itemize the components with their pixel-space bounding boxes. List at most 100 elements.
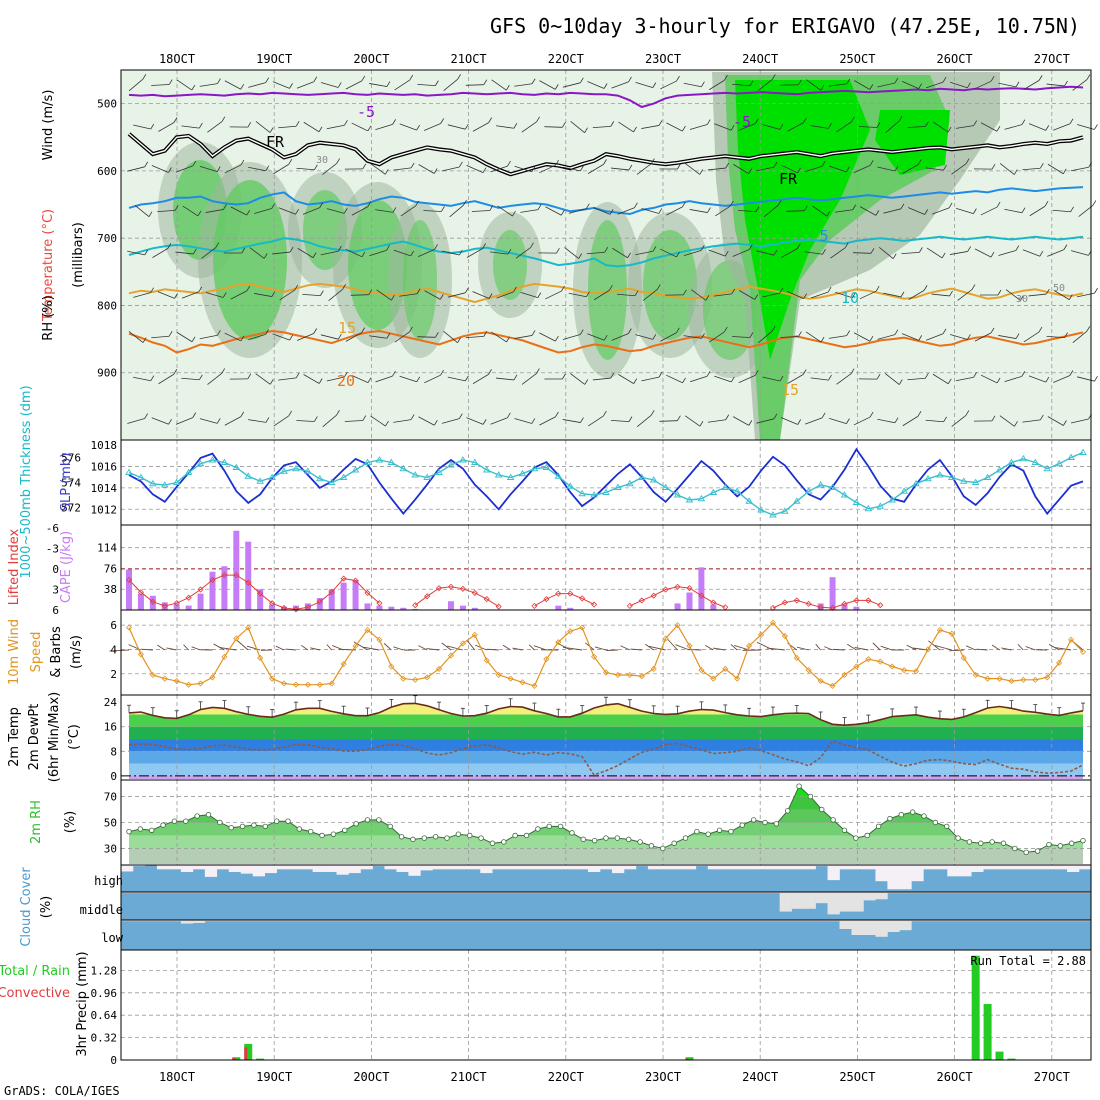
wind-barb [762,124,780,130]
wind-barb [418,164,435,174]
wind-barb-feather [415,200,420,207]
wind-barb [158,122,175,132]
thickness-point [697,494,706,502]
thickness-point [1079,448,1087,455]
wind-barb [1053,123,1071,131]
wind-barb-feather [603,159,607,165]
wind-barb-feather [628,416,633,422]
rh-point [671,840,677,846]
wind10m-barb [441,642,452,651]
wind-barb-feather [148,211,153,217]
wind-barb [491,79,507,91]
wind-speed-point [936,626,943,634]
rh-point [773,821,780,827]
wind-barb [835,291,853,299]
wind-speed-point [197,680,204,687]
thickness-point [387,458,396,465]
wind-barb-feather [488,293,493,299]
wind-barb [539,80,556,90]
lifted-index-line [772,599,881,609]
wind-speed-point [447,652,455,659]
cloud-cell [276,865,289,870]
wind-barb [1005,289,1021,301]
rh-green-region [213,180,287,340]
cloud-cell [923,920,936,922]
cloud-cell [1067,920,1080,922]
wind-barb-feather [344,371,348,378]
precip-convective-bar [244,1047,248,1060]
cloud-cell [552,892,565,894]
cloud-cell [935,920,948,922]
wind-barb-feather [246,209,251,216]
wind-barb-feather [652,82,657,88]
wind-barb-feather [634,290,639,296]
wind-tick: 4 [110,643,117,656]
contour-label: FR [779,170,798,188]
cloud-cell [228,920,242,922]
wind-barb-feather [441,206,445,212]
wind-barb [544,126,563,128]
thickness-point [292,464,300,472]
wind-speed-point [805,667,812,674]
wind-barb-feather [898,379,903,385]
cloud-cell [923,865,936,870]
thickness-point [614,483,622,490]
wind-barb-feather [967,246,972,252]
wind-barb-feather [265,417,270,423]
precip-total-bar [995,1051,1004,1060]
rh-tick: 70 [104,791,117,804]
wind-barb-feather [705,295,710,301]
cloud-cell [564,892,577,894]
rh-point [262,823,268,830]
wind-speed-point [233,635,240,642]
wind-barb-feather [900,203,905,210]
wind10m-barb [1053,647,1072,651]
rh-point [966,839,973,845]
wind-barb-feather [894,77,899,84]
rh-point [614,835,621,841]
cloud-cell [623,865,637,870]
wind-barb-feather [537,204,542,210]
wind-barb [496,291,514,299]
wind-barb [949,251,968,255]
wind-barb [369,335,387,339]
wind-barb [852,252,872,254]
wind10m-barb [847,643,857,651]
wind-barb-feather [676,251,680,258]
wind-barb [805,331,822,343]
wind-speed-point [817,677,824,685]
wind-barb [344,420,363,422]
cloud-cell [959,920,972,922]
cape-bar [853,606,860,610]
wind-barb-feather [1021,371,1026,377]
cloud-cell [588,920,601,922]
wind-speed-point [793,654,800,662]
wind-barb-feather [221,368,226,374]
wind-barb-feather [458,413,463,419]
wind-barb-feather [990,251,995,258]
cloud-cell [264,892,277,894]
wind10m-barb [447,645,464,651]
wind-barb-feather [289,83,293,89]
wind-barb-feather [198,286,203,292]
wind10m-ylabel-4: (m/s) [69,635,84,669]
thickness-tick: 574 [61,477,81,490]
wind-barb [925,419,944,423]
cloud-cell [719,920,733,922]
wind-barb-feather [1069,118,1074,124]
wind-barb-feather [192,160,197,167]
cloud-cell [504,920,517,922]
wind-barb [731,83,751,87]
wind-barb [496,125,514,129]
rh-point [126,828,132,835]
wind-barb-feather [247,121,252,128]
wind-barb-feather [876,122,881,128]
wind-barb [732,416,750,426]
wind-barb [713,293,732,297]
wind10m-barb [157,644,166,651]
cloud-cell [420,920,433,922]
cloud-cell [456,892,469,894]
contour-label: FR [266,133,285,151]
precip-tick: 0.64 [91,1009,118,1022]
cloud-cell [659,920,673,922]
